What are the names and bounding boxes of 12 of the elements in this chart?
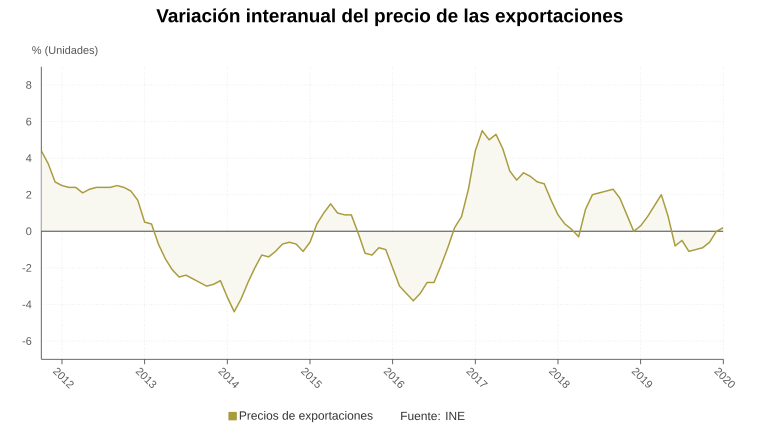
chart-title: Variación interanual del precio de las exportaciones — [156, 8, 623, 26]
y-tick-label: -4 — [22, 300, 32, 308]
y-tick-label: -6 — [22, 337, 32, 345]
y-tick-label: 4 — [26, 154, 32, 162]
y-tick-label: 6 — [26, 118, 32, 126]
y-tick-label: -2 — [22, 264, 32, 272]
y-tick-label: 0 — [26, 227, 32, 236]
y-axis-title: % (Unidades) — [32, 46, 98, 56]
source-note: Fuente: INE — [401, 412, 465, 420]
legend-label: Precios de exportaciones — [240, 410, 373, 422]
y-tick-label: 2 — [26, 190, 32, 199]
y-tick-label: 8 — [26, 81, 32, 89]
